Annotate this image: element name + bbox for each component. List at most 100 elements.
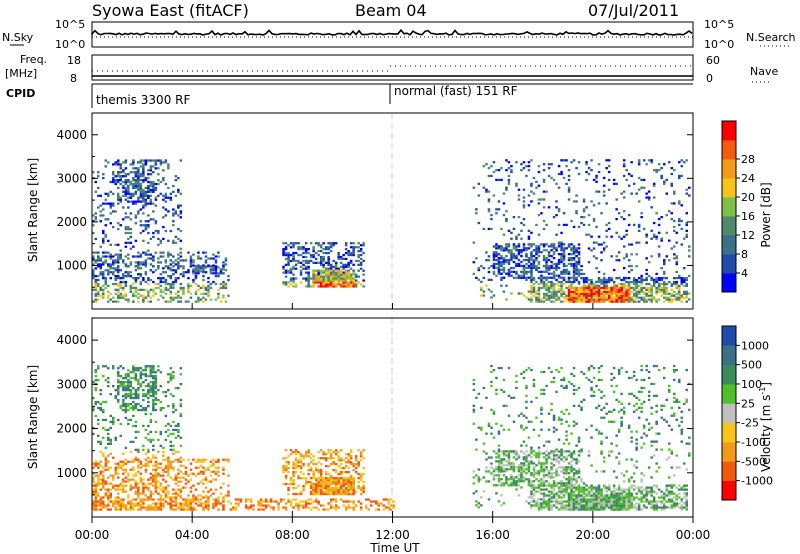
- data-cell: [99, 257, 102, 260]
- data-cell: [129, 385, 133, 388]
- data-cell: [102, 478, 105, 481]
- data-cell: [342, 492, 345, 496]
- data-cell: [99, 500, 102, 503]
- data-cell: [617, 298, 621, 301]
- data-cell: [530, 288, 533, 291]
- data-cell: [159, 159, 163, 162]
- data-cell: [124, 179, 128, 182]
- data-cell: [124, 462, 128, 465]
- data-cell: [605, 245, 608, 248]
- data-cell: [673, 245, 676, 248]
- data-cell: [104, 218, 107, 221]
- data-cell: [657, 223, 661, 227]
- data-cell: [670, 182, 673, 185]
- data-cell: [532, 266, 536, 270]
- data-cell: [565, 182, 568, 185]
- data-cell: [144, 194, 148, 197]
- data-cell: [344, 273, 348, 276]
- data-cell: [342, 467, 345, 470]
- data-cell: [102, 470, 105, 473]
- data-cell: [179, 212, 183, 215]
- data-cell: [309, 457, 313, 460]
- data-cell: [600, 292, 603, 295]
- data-cell: [545, 292, 548, 295]
- data-cell: [327, 481, 330, 484]
- data-cell: [349, 242, 353, 245]
- data-cell: [329, 279, 333, 282]
- data-cell: [134, 175, 138, 178]
- data-cell: [147, 184, 150, 188]
- data-cell: [304, 479, 308, 482]
- data-cell: [324, 277, 328, 280]
- data-cell: [104, 224, 107, 227]
- data-cell: [137, 504, 140, 507]
- data-cell: [154, 398, 158, 402]
- data-cell: [309, 508, 313, 511]
- data-cell: [342, 488, 345, 492]
- data-cell: [312, 250, 315, 253]
- data-cell: [304, 267, 308, 270]
- data-cell: [500, 249, 503, 252]
- data-cell: [622, 196, 626, 199]
- data-cell: [673, 225, 676, 229]
- data-cell: [132, 179, 135, 182]
- data-cell: [334, 490, 338, 494]
- data-cell: [97, 194, 100, 197]
- data-cell: [104, 251, 107, 254]
- data-cell: [149, 188, 153, 192]
- data-cell: [112, 456, 115, 459]
- data-cell: [673, 290, 676, 293]
- data-cell: [577, 290, 581, 293]
- data-cell: [515, 249, 518, 252]
- data-cell: [122, 480, 125, 483]
- data-cell: [217, 272, 220, 275]
- data-cell: [169, 466, 173, 469]
- data-cell: [680, 219, 683, 223]
- data-cell: [665, 282, 668, 286]
- data-cell: [164, 208, 168, 211]
- data-cell: [134, 375, 138, 378]
- data-cell: [497, 260, 501, 264]
- data-cell: [117, 294, 120, 297]
- data-cell: [660, 282, 663, 286]
- data-cell: [344, 275, 348, 278]
- data-cell: [149, 169, 153, 172]
- data-cell: [139, 377, 143, 380]
- data-cell: [187, 282, 190, 286]
- data-cell: [102, 480, 105, 483]
- data-cell: [179, 251, 183, 254]
- data-cell: [625, 290, 628, 293]
- data-cell: [537, 288, 541, 291]
- data-cell: [177, 228, 180, 231]
- data-cell: [144, 494, 148, 497]
- data-cell: [337, 506, 340, 509]
- data-cell: [297, 465, 300, 468]
- data-cell: [537, 184, 541, 187]
- data-cell: [179, 488, 183, 491]
- data-cell: [124, 470, 128, 473]
- data-cell: [309, 277, 313, 280]
- data-cell: [307, 463, 310, 466]
- data-cell: [109, 500, 112, 503]
- data-cell: [329, 449, 333, 452]
- data-cell: [152, 456, 155, 459]
- data-cell: [184, 259, 188, 262]
- data-cell: [147, 456, 150, 459]
- data-cell: [117, 484, 120, 487]
- data-cell: [177, 190, 180, 193]
- data-cell: [347, 253, 350, 257]
- data-cell: [535, 292, 538, 295]
- data-cell: [327, 259, 330, 263]
- data-cell: [334, 273, 338, 276]
- data-cell: [284, 502, 288, 505]
- data-cell: [137, 408, 140, 412]
- data-cell: [144, 251, 148, 254]
- data-cell: [162, 506, 165, 509]
- data-cell: [197, 288, 200, 291]
- data-cell: [324, 488, 328, 492]
- data-cell: [570, 247, 573, 250]
- data-cell: [99, 488, 102, 491]
- data-cell: [149, 237, 153, 241]
- data-cell: [570, 243, 573, 246]
- data-cell: [147, 196, 150, 199]
